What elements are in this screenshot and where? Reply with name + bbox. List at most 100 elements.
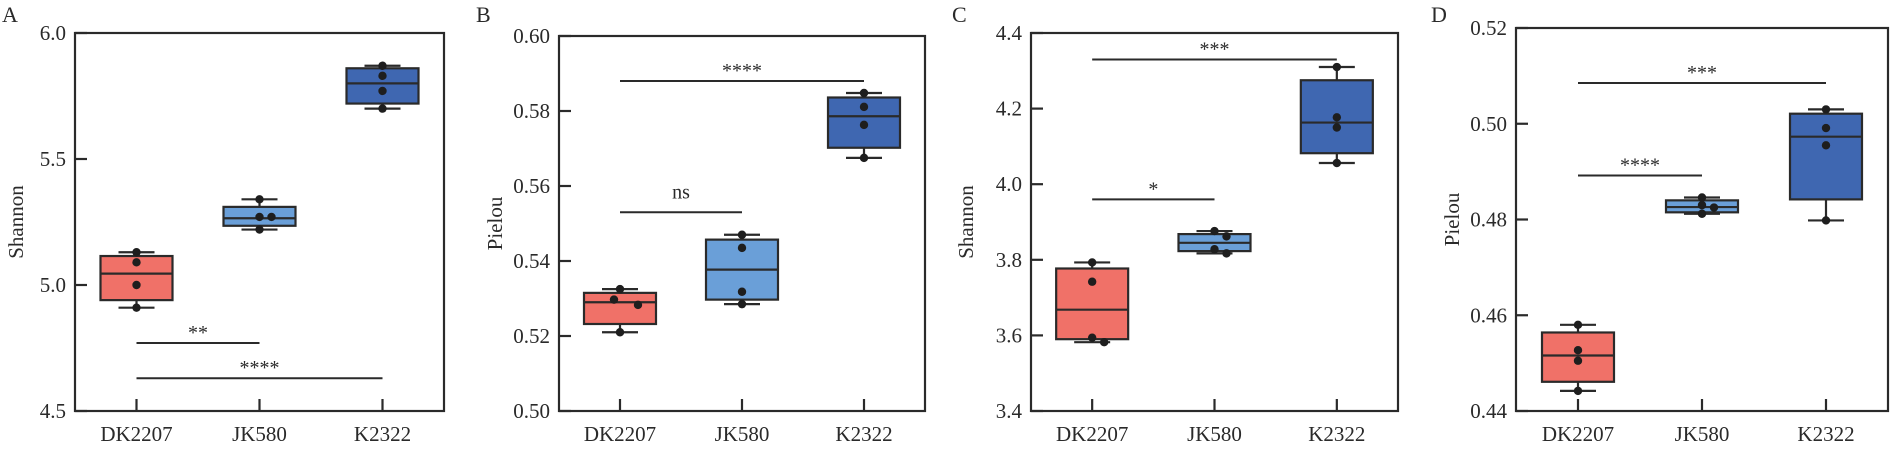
data-point — [1573, 345, 1583, 355]
data-point — [378, 71, 387, 81]
y-tick-label: 0.48 — [1470, 208, 1507, 232]
y-tick-label: 0.54 — [513, 249, 550, 273]
y-axis-title: Pielou — [1440, 192, 1464, 246]
y-tick-label: 4.2 — [996, 97, 1022, 121]
data-point — [255, 212, 264, 222]
data-point — [859, 120, 869, 130]
y-axis-title: Shannon — [4, 185, 28, 259]
data-point — [1332, 123, 1342, 132]
data-point — [1573, 320, 1583, 330]
panel-letter: B — [476, 2, 491, 27]
y-tick-label: 6.0 — [40, 21, 66, 45]
y-axis-title: Pielou — [483, 196, 507, 250]
significance-label: *** — [1687, 62, 1717, 84]
box-iqr — [1055, 267, 1130, 341]
panel-c: C Shannon 3.4 3.6 3.8 4.0 4.2 4.4 DK2207 JK580 K23… — [952, 2, 1400, 446]
significance-label: * — [1148, 178, 1158, 200]
y-tick-label: 3.6 — [996, 323, 1022, 347]
box-group-jk580 — [1664, 193, 1740, 218]
x-tick-label: K2322 — [1308, 422, 1365, 446]
x-tick-label: K2322 — [835, 422, 892, 446]
y-tick-label: 4.4 — [996, 21, 1023, 45]
data-point — [132, 303, 141, 312]
x-tick-label: DK2207 — [1056, 422, 1128, 446]
data-point — [1099, 338, 1109, 347]
box-group-dk2207 — [1540, 320, 1616, 396]
data-point — [1821, 123, 1831, 133]
data-point — [378, 86, 387, 96]
box-group-k2322 — [345, 61, 420, 113]
y-axis-title: Shannon — [954, 185, 978, 259]
y-tick-label: 4.0 — [996, 172, 1022, 196]
data-point — [1821, 141, 1831, 150]
box-group-dk2207 — [582, 284, 658, 337]
y-tick-label: 5.5 — [40, 147, 66, 171]
data-point — [1709, 203, 1719, 212]
data-point — [1573, 356, 1583, 365]
data-point — [737, 243, 747, 253]
data-point — [1210, 245, 1219, 254]
box-group-dk2207 — [1055, 258, 1130, 347]
y-tick-label: 0.50 — [1470, 112, 1507, 136]
significance-label: *** — [1200, 38, 1230, 60]
data-point — [1697, 200, 1707, 210]
box-group-jk580 — [704, 230, 780, 309]
data-point — [1821, 105, 1831, 114]
data-point — [1222, 232, 1231, 241]
box-iqr — [582, 291, 658, 326]
data-point — [859, 153, 869, 163]
y-tick-label: 0.44 — [1470, 399, 1507, 423]
y-tick-label: 0.52 — [1470, 16, 1507, 40]
x-tick-label: JK580 — [1187, 422, 1242, 446]
y-tick-label: 3.8 — [996, 248, 1022, 272]
data-point — [859, 88, 869, 98]
x-tick-label: DK2207 — [100, 422, 172, 446]
data-point — [737, 287, 747, 296]
significance-label: **** — [722, 60, 762, 82]
x-tick-label: K2322 — [354, 422, 411, 446]
y-tick-label: 0.60 — [513, 24, 550, 48]
panel-letter: D — [1431, 2, 1447, 27]
data-point — [1697, 209, 1707, 218]
panel-letter: A — [2, 2, 18, 27]
x-tick-label: JK580 — [715, 422, 770, 446]
y-tick-label: 0.56 — [513, 174, 550, 198]
data-point — [1332, 113, 1342, 122]
box-group-jk580 — [1177, 226, 1252, 258]
data-point — [737, 230, 747, 239]
data-point — [255, 195, 264, 204]
box-group-jk580 — [222, 195, 297, 234]
box-group-k2322 — [1299, 62, 1374, 168]
data-point — [378, 104, 387, 113]
panel-d: D Pielou 0.44 0.46 0.48 0.50 0.52 DK2207 JK580 K2… — [1431, 2, 1890, 446]
data-point — [1087, 277, 1097, 286]
data-point — [267, 212, 276, 222]
data-point — [1821, 216, 1831, 225]
box-group-k2322 — [826, 88, 902, 163]
significance-label: **** — [240, 357, 280, 379]
y-tick-label: 4.5 — [40, 399, 66, 423]
data-point — [255, 225, 264, 234]
data-point — [1573, 386, 1583, 396]
data-point — [1332, 158, 1342, 168]
panel-b: B Pielou 0.50 0.52 0.54 0.56 0.58 0.60 DK2207 JK5… — [476, 2, 927, 446]
data-point — [1087, 333, 1097, 342]
data-point — [1087, 258, 1097, 267]
y-tick-label: 0.50 — [513, 399, 550, 423]
data-point — [859, 102, 869, 112]
data-point — [1697, 193, 1707, 202]
data-point — [633, 300, 643, 310]
x-tick-label: JK580 — [232, 422, 287, 446]
data-point — [378, 61, 387, 70]
data-point — [1332, 62, 1342, 72]
significance-label: ** — [188, 322, 208, 344]
y-tick-label: 0.58 — [513, 99, 550, 123]
x-tick-label: K2322 — [1797, 422, 1854, 446]
y-tick-label: 3.4 — [996, 399, 1023, 423]
data-point — [132, 280, 141, 290]
data-point — [615, 328, 625, 337]
significance-label: **** — [1620, 154, 1660, 176]
box-group-k2322 — [1788, 105, 1864, 225]
